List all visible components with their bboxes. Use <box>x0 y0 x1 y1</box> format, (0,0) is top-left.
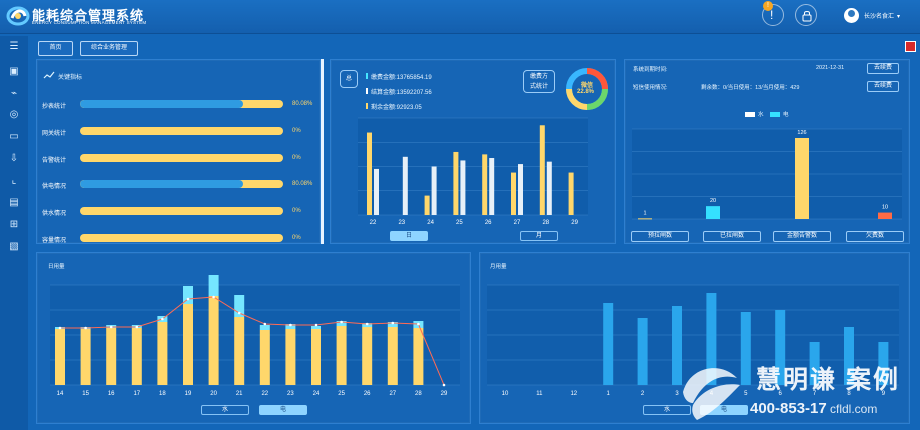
metric-progress-gateway <box>80 127 283 135</box>
metric-label-water: 供水情况 <box>42 211 67 217</box>
panel-scrollbar[interactable] <box>321 59 324 244</box>
monitor-icon[interactable]: ▭ <box>9 131 19 142</box>
breadcrumb-business-management[interactable]: 综合业务管理 <box>80 41 138 56</box>
chart-icon[interactable]: ⌞ <box>11 175 17 186</box>
metric-value-power: 80.08% <box>292 181 313 187</box>
settlement-amount-marker <box>366 88 368 94</box>
lock-icon[interactable] <box>795 4 817 26</box>
notification-icon[interactable]: ! <box>762 4 784 26</box>
trend-icon <box>43 71 55 79</box>
metric-progress-reading <box>80 100 283 108</box>
renew-button-expiry[interactable]: 去续费 <box>867 63 899 74</box>
metric-progress-power <box>80 180 283 188</box>
daily-tab-water[interactable]: 水 <box>201 405 249 415</box>
watermark-logo-icon <box>683 368 740 420</box>
sidebar: ☰ ▣ ⌁ ◎ ▭ ⇩ ⌞ ▤ ⊞ ▧ <box>0 36 28 430</box>
legend-water-swatch <box>745 112 755 117</box>
remaining-amount: 剩余金额:92923.05 <box>366 102 422 111</box>
key-indicators-title: 关键指标 <box>58 75 83 81</box>
notification-symbol: ! <box>770 8 774 22</box>
legend-electric-label: 电 <box>783 112 789 118</box>
payment-method-button[interactable]: 缴费方 式统计 <box>523 70 555 93</box>
watermark-brand: 慧明谦 案例 <box>756 366 900 394</box>
metric-progress-fill-reading <box>80 100 243 108</box>
download-icon[interactable]: ⇩ <box>9 153 19 164</box>
payment-method-label-2: 式统计 <box>529 84 548 90</box>
metric-value-reading: 80.08% <box>292 101 313 107</box>
daily-tab-electric[interactable]: 电 <box>259 405 307 415</box>
metric-value-capacity: 0% <box>292 235 301 241</box>
metric-label-reading: 抄表统计 <box>42 104 67 110</box>
currency-icon[interactable]: ◎ <box>9 109 19 120</box>
donut-percent: 22.8% <box>577 89 595 95</box>
renew-button-sms[interactable]: 去续费 <box>867 81 899 92</box>
app-title: 能耗综合管理系统 <box>32 8 145 23</box>
key-indicators-panel <box>36 59 321 244</box>
shutoff-button[interactable]: 已拉闸数 <box>703 231 761 242</box>
payment-amount-marker <box>366 73 368 79</box>
tab-month[interactable]: 月 <box>520 231 558 241</box>
top-bar: 能耗综合管理系统 ENERGY CONSUMPTION MANAGEMENT S… <box>0 0 920 34</box>
breadcrumb-home[interactable]: 首页 <box>38 41 73 56</box>
metric-progress-fill-power <box>80 180 243 188</box>
donut-label: 微信 <box>581 83 594 89</box>
settlement-amount: 结算金额:13592207.56 <box>366 87 432 96</box>
metric-value-water: 0% <box>292 208 301 214</box>
payment-method-label-1: 缴费方 <box>529 74 548 80</box>
sms-status: 剩余数：0/当日使用：13/当月使用：429 <box>701 85 800 91</box>
metric-progress-water <box>80 207 283 215</box>
payment-amount: 缴费金额:13765854.19 <box>366 72 432 81</box>
metric-progress-capacity <box>80 234 283 242</box>
lock-symbol <box>802 11 812 22</box>
close-icon[interactable] <box>905 41 916 52</box>
arrears-button[interactable]: 欠费数 <box>846 231 904 242</box>
legend-electric-swatch <box>770 112 780 117</box>
metric-label-gateway: 网关统计 <box>42 131 67 137</box>
monthly-tab-water[interactable]: 水 <box>643 405 691 415</box>
remaining-amount-marker <box>366 103 368 109</box>
metric-progress-alarm <box>80 154 283 162</box>
expiry-date: 2021-12-31 <box>816 65 845 71</box>
app-subtitle: ENERGY CONSUMPTION MANAGEMENT SYSTEM <box>32 20 147 25</box>
metric-label-alarm: 告警统计 <box>42 158 67 164</box>
legend-water-label: 水 <box>758 112 764 118</box>
dashboard-icon[interactable]: ▧ <box>9 241 19 252</box>
avatar[interactable] <box>844 8 859 23</box>
metric-value-gateway: 0% <box>292 128 301 134</box>
metric-value-alarm: 0% <box>292 155 301 161</box>
list-icon[interactable]: ☰ <box>9 41 19 52</box>
watermark-phone: 400-853-17 <box>750 400 827 417</box>
metric-label-capacity: 容量情况 <box>42 238 67 244</box>
expiry-label: 系统到期时间: <box>633 67 668 73</box>
sms-label: 短信使用情况: <box>633 85 668 91</box>
user-name[interactable]: 长沙名食汇 <box>864 11 900 20</box>
monthly-usage-title: 月用量 <box>490 264 507 270</box>
notification-badge: ! <box>763 1 773 11</box>
amount-alarm-button[interactable]: 金额告警数 <box>773 231 831 242</box>
tab-day[interactable]: 日 <box>390 231 428 241</box>
daily-usage-title: 日用量 <box>48 264 65 270</box>
total-button[interactable]: 总 <box>340 70 358 88</box>
grid-icon[interactable]: ⊞ <box>9 219 19 230</box>
watermark-url: cfldl.com <box>830 402 878 416</box>
pre-shutoff-button[interactable]: 预拉闸数 <box>631 231 689 242</box>
report-icon[interactable]: ▤ <box>9 197 19 208</box>
logo-icon <box>6 6 30 26</box>
metric-label-power: 供电情况 <box>42 184 67 190</box>
image-icon[interactable]: ▣ <box>9 66 19 77</box>
daily-usage-panel <box>36 252 471 424</box>
meter-icon[interactable]: ⌁ <box>10 88 18 99</box>
